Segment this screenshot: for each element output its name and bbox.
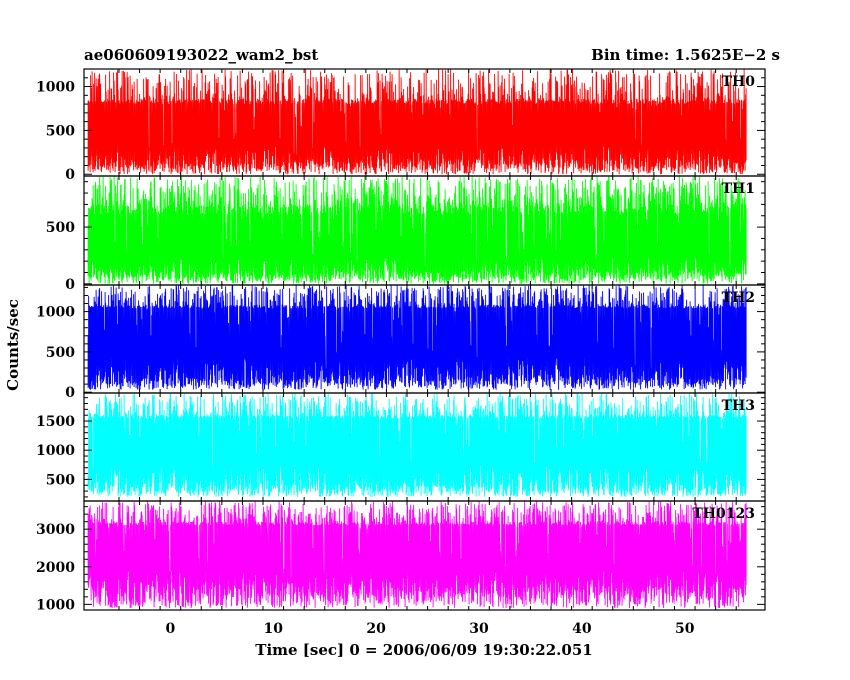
panel-th0: 0 500 1000 TH0 xyxy=(36,68,766,183)
x-tick-label: 40 xyxy=(572,621,592,637)
y-tick-label: 1500 xyxy=(36,414,75,430)
panel-th1: 0 500 TH1 xyxy=(46,175,766,293)
chart-title: ae060609193022_wam2_bst xyxy=(84,46,318,64)
series-th0-trace xyxy=(87,69,747,175)
panel-th0123: 1000 2000 3000 TH0123 xyxy=(36,500,766,613)
series-th2-trace xyxy=(87,285,747,390)
y-tick-label: 0 xyxy=(65,277,75,293)
panel-th3: 500 1000 1500 TH3 xyxy=(36,392,766,502)
y-tick-label: 1000 xyxy=(36,597,75,613)
y-tick-label: 1000 xyxy=(36,305,75,321)
panel-label-th2: TH2 xyxy=(722,290,755,306)
series-th3-trace xyxy=(87,393,747,497)
y-tick-label: 3000 xyxy=(36,522,75,538)
x-tick-label: 0 xyxy=(166,621,176,637)
panel-label-th0: TH0 xyxy=(722,74,756,90)
y-tick-label: 500 xyxy=(46,345,75,361)
panels-group: 0 500 1000 TH0 0 500 TH1 0 500 1000 TH2 500 1000 1500… xyxy=(36,68,766,613)
x-axis-ticks: 0 10 20 30 40 50 xyxy=(166,621,695,637)
series-th1-trace xyxy=(87,176,747,284)
bin-time-label: Bin time: 1.5625E−2 s xyxy=(591,46,780,64)
x-axis-label: Time [sec] 0 = 2006/06/09 19:30:22.051 xyxy=(255,641,592,659)
y-tick-label: 500 xyxy=(46,472,75,488)
y-tick-label: 2000 xyxy=(36,560,75,576)
series-th0123-trace xyxy=(87,501,747,609)
y-axis-label: Counts/sec xyxy=(4,299,22,391)
x-tick-label: 20 xyxy=(366,621,386,637)
panel-label-th0123: TH0123 xyxy=(692,506,755,522)
y-tick-label: 500 xyxy=(46,220,75,236)
x-tick-label: 30 xyxy=(469,621,489,637)
y-tick-label: 0 xyxy=(65,167,75,183)
panel-frame xyxy=(83,500,766,611)
y-tick-label: 1000 xyxy=(36,80,75,96)
x-tick-label: 10 xyxy=(264,621,284,637)
x-tick-label: 50 xyxy=(675,621,695,637)
y-tick-label: 1000 xyxy=(36,443,75,459)
panel-th2: 0 500 1000 TH2 xyxy=(36,284,766,401)
y-tick-label: 0 xyxy=(65,385,75,401)
panel-label-th1: TH1 xyxy=(722,181,755,197)
panel-label-th3: TH3 xyxy=(722,398,755,414)
y-tick-label: 500 xyxy=(46,123,75,139)
